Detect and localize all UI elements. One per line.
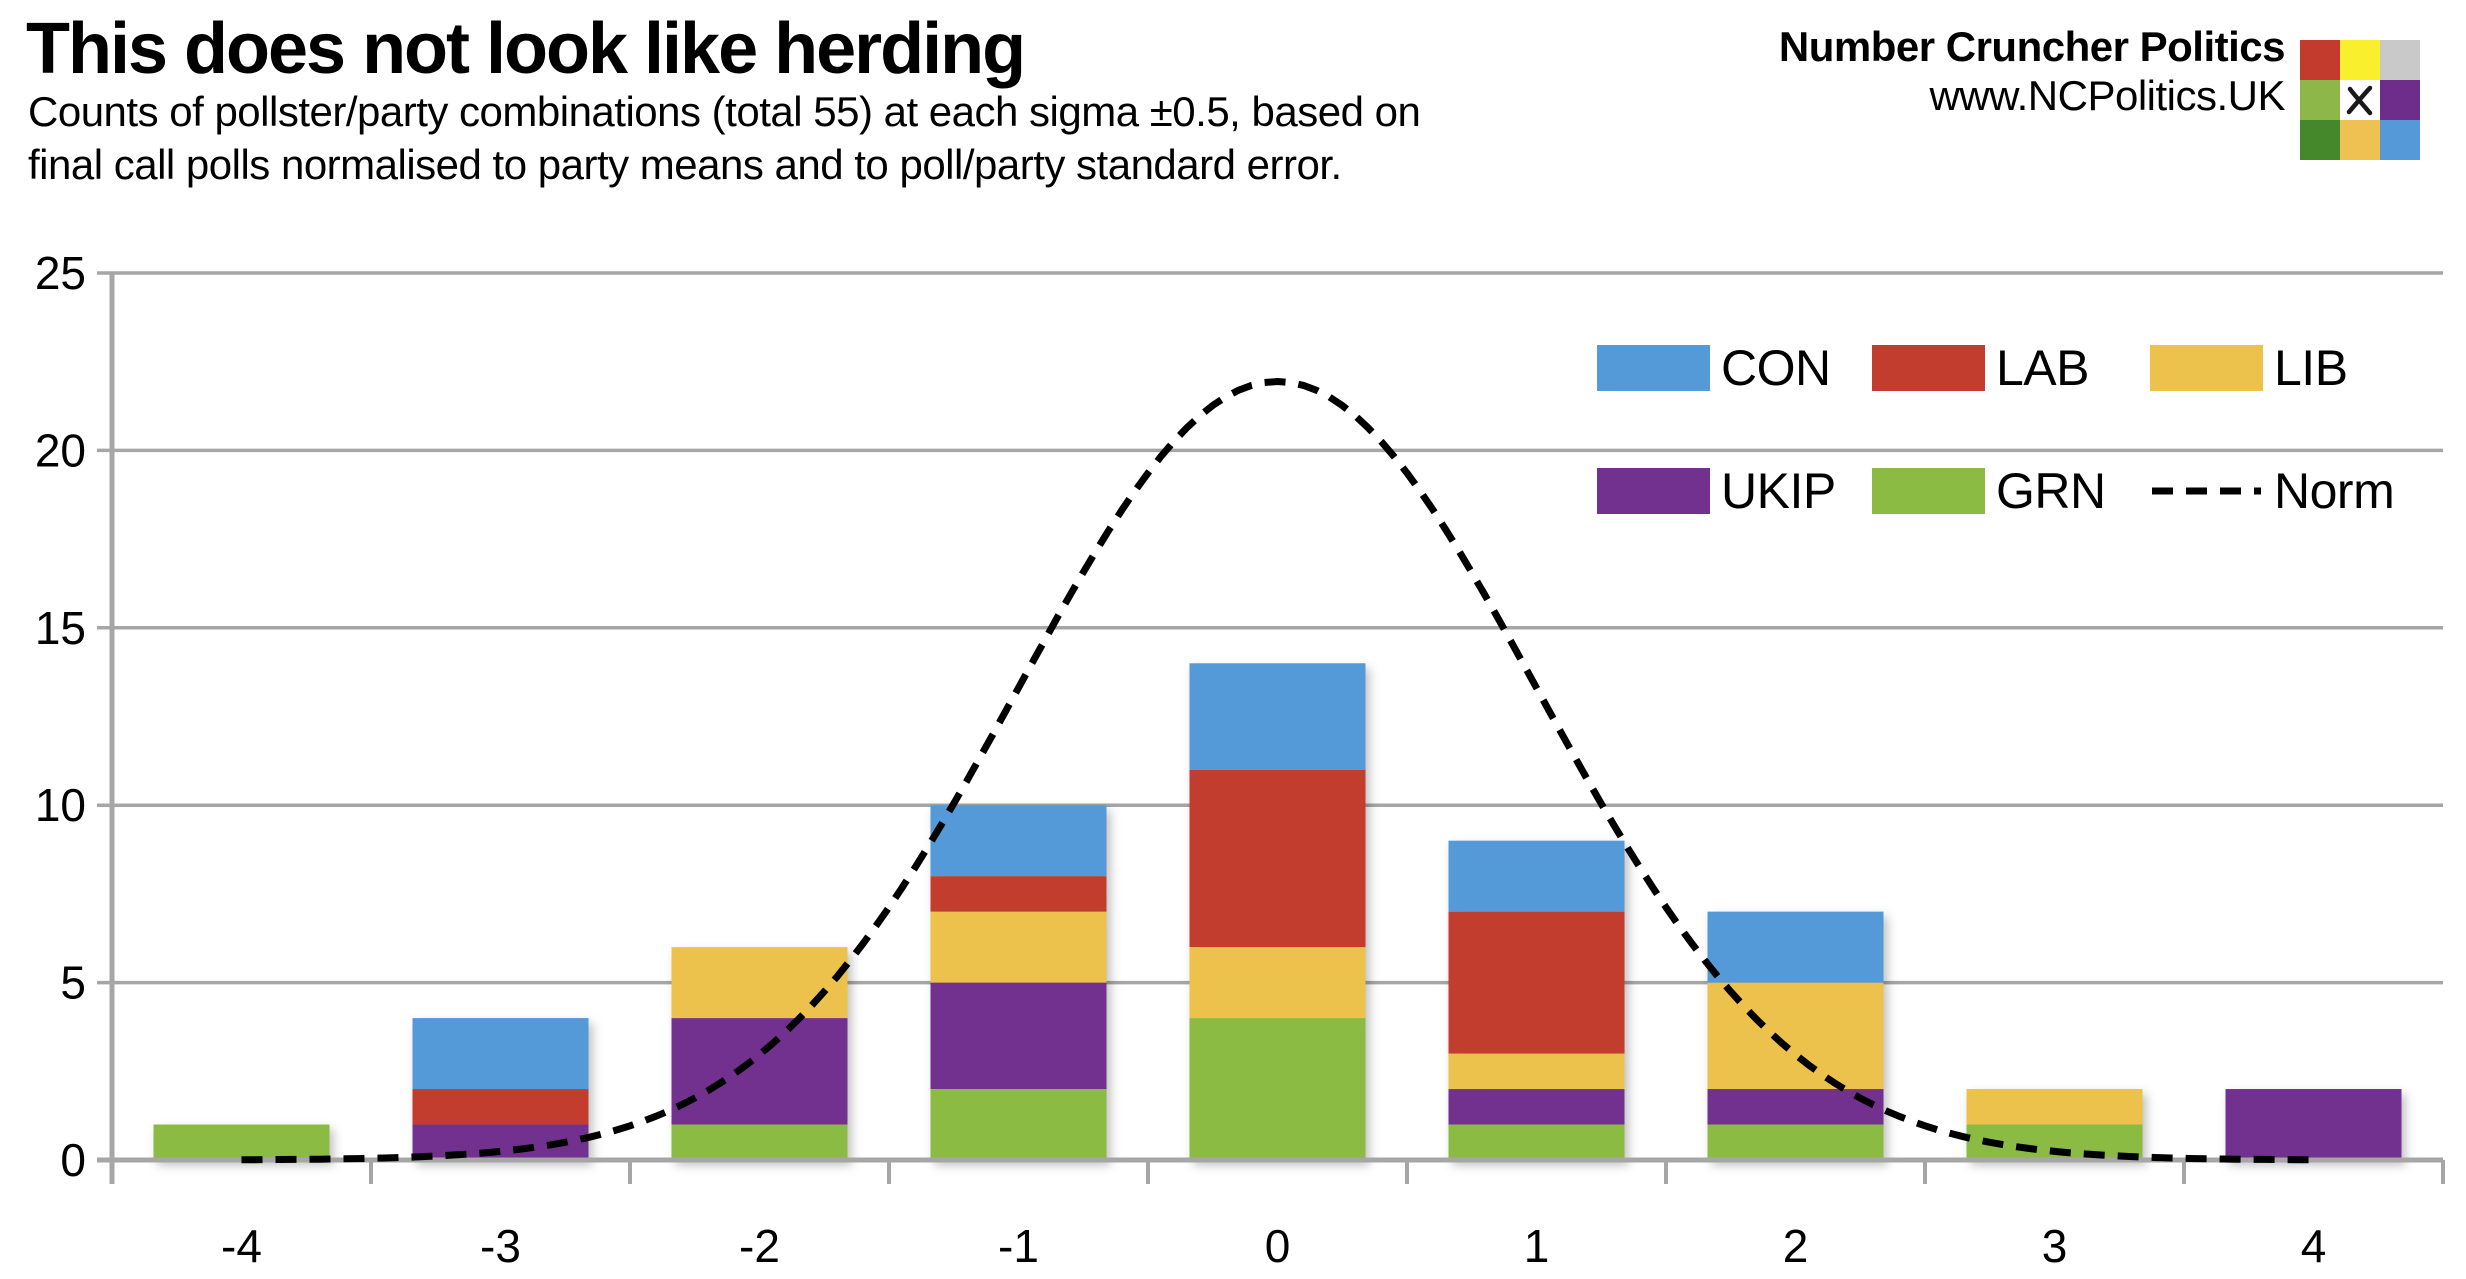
bar-segment-lib [1966,1089,2143,1125]
bar-segment-grn [671,1124,848,1160]
bar-segment-grn [1189,1018,1366,1160]
bar-segment-ukip [1448,1089,1625,1125]
x-tick-label: -4 [221,1220,262,1272]
bars [153,663,2402,1160]
bar-segment-con [1707,911,1884,983]
ncp-logo-icon [2300,40,2420,160]
bar-segment-con [930,805,1107,877]
logo-cell [2340,80,2380,120]
bar-segment-con [1448,840,1625,912]
x-tick-label: -1 [998,1220,1039,1272]
bar-segment-lab [1448,911,1625,1054]
bar-segment-lib [1189,947,1366,1019]
bar-segment-ukip [930,982,1107,1090]
bar-segment-ukip [1707,1089,1884,1125]
bar-segment-ukip [671,1018,848,1125]
logo-cell [2300,40,2340,80]
bar--2 [671,947,848,1160]
bar-segment-grn [1707,1124,1884,1160]
page-title: This does not look like herding [26,9,1026,89]
logo-cell [2340,40,2380,80]
subtitle-line-2: final call polls normalised to party mea… [28,140,1342,188]
bar-segment-grn [930,1089,1107,1160]
y-tick-label: 0 [60,1134,86,1186]
bar-1 [1448,840,1625,1160]
x-tick-label: 1 [1524,1220,1550,1272]
x-tick-label: 2 [1783,1220,1809,1272]
x-tick-label: 4 [2301,1220,2327,1272]
bar--1 [930,805,1107,1160]
norm-curve [241,377,2314,1164]
bar-segment-grn [153,1124,330,1160]
bar-segment-con [412,1018,589,1090]
bar-4 [2225,1089,2402,1160]
brand-url[interactable]: www.NCPolitics.UK [1929,72,2285,120]
bar-segment-lab [930,876,1107,912]
brand-name: Number Cruncher Politics [1778,23,2286,70]
y-tick-label: 10 [35,779,86,831]
bar--4 [153,1124,330,1160]
x-tick-label: -2 [739,1220,780,1272]
bar-2 [1707,911,1884,1160]
y-tick-label: 20 [35,424,86,476]
y-tick-label: 15 [35,602,86,654]
bar-segment-lib [671,947,848,1019]
x-tick-label: -3 [480,1220,521,1272]
y-tick-label: 5 [60,957,86,1009]
subtitle-line-1: Counts of pollster/party combinations (t… [28,88,1421,135]
x-tick-label: 3 [2042,1220,2068,1272]
y-tick-label: 25 [35,247,86,299]
bar-0 [1189,663,1366,1160]
axis-labels: 0 5 10 15 20 25 -4 -3 -2 -1 0 1 2 3 4 [35,247,2326,1272]
bar-segment-lib [1448,1053,1625,1090]
bar-segment-lab [1189,769,1366,948]
bar-segment-con [1189,663,1366,770]
logo-cell [2340,120,2380,160]
logo-cell [2300,80,2340,120]
logo-cell [2380,80,2420,120]
bar-segment-lab [412,1089,589,1125]
x-tick-label: 0 [1265,1220,1291,1272]
bar-segment-grn [1448,1124,1625,1160]
brand-block: Number Cruncher Politics www.NCPolitics.… [1778,22,2286,120]
bar-segment-lib [930,911,1107,983]
logo-cell [2380,40,2420,80]
bar--3 [412,1018,589,1160]
bar-segment-ukip [2225,1089,2402,1160]
logo-cell [2300,120,2340,160]
axes [97,273,2445,1184]
chart-subtitle: Counts of pollster/party combinations (t… [28,86,1421,192]
logo-cell [2380,120,2420,160]
ballot-x-icon [2346,85,2373,116]
